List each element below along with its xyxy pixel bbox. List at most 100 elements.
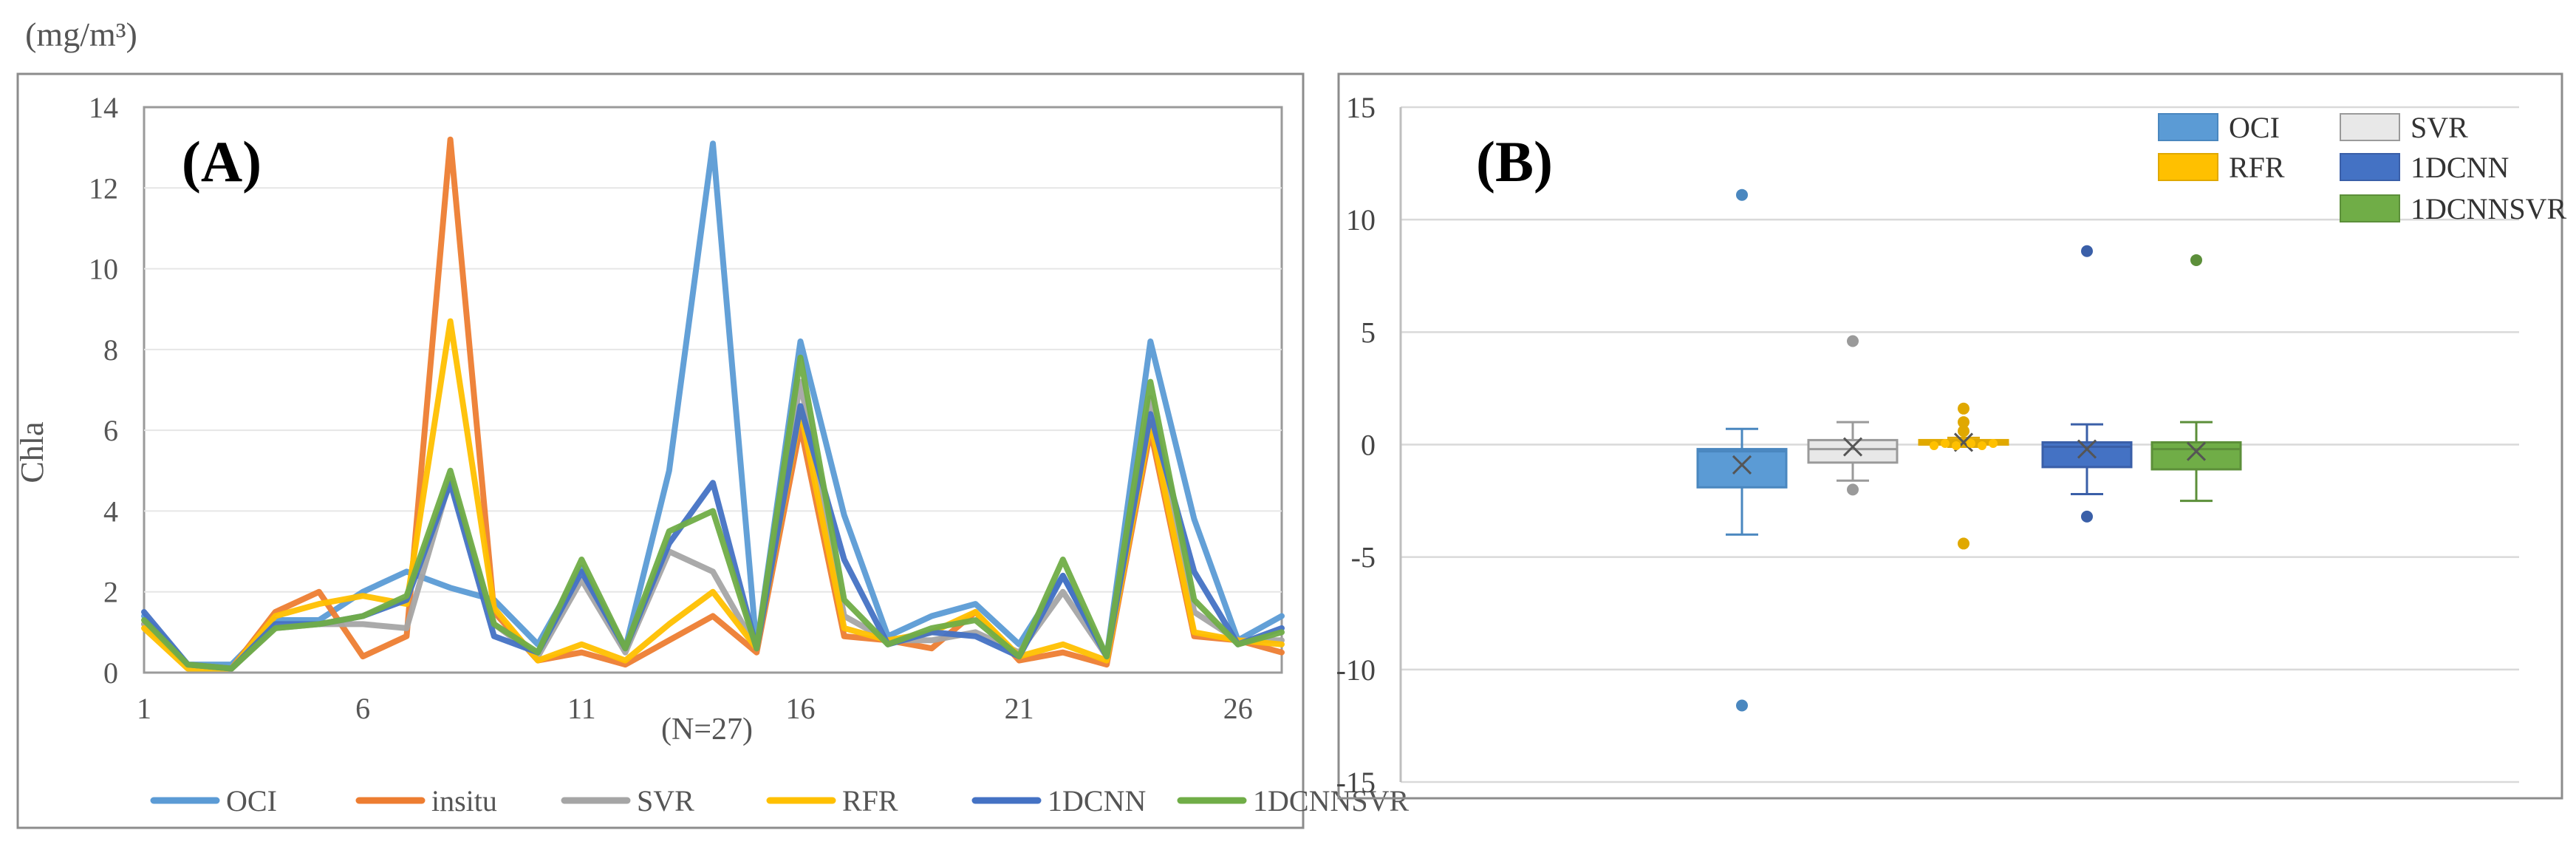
series-line-1dcnnsvr: [141, 354, 1285, 672]
legend-item-1dcnnsvr: 1DCNNSVR: [1177, 784, 1409, 817]
outlier-point: [2081, 245, 2093, 257]
box-iqr: [2150, 441, 2242, 471]
y-tick-label: 10: [89, 253, 118, 286]
y-gridlines: [1401, 106, 2519, 783]
x-tick-label: 16: [785, 692, 815, 725]
legend-swatch: [2340, 113, 2400, 141]
legend: OCI SVR RFR 1DCNN 1DCNNSVR: [2158, 111, 2566, 225]
legend-swatch: [2158, 153, 2218, 181]
y-tick-label: 15: [1346, 91, 1376, 124]
unit-label: (mg/m³): [25, 16, 137, 53]
box-1dcnn: [2041, 245, 2133, 523]
y-tick-label: 14: [89, 91, 118, 124]
legend-label: RFR: [842, 784, 898, 817]
outlier-point: [2190, 254, 2202, 266]
x-tick-label: 26: [1223, 692, 1253, 725]
y-tick-label: 8: [103, 333, 118, 367]
x-axis-label: (N=27): [661, 713, 753, 747]
legend-label: insitu: [431, 784, 497, 817]
panel-label-a: (A): [182, 129, 262, 194]
series-lines: [141, 136, 1285, 672]
y-tick-label: 0: [1361, 429, 1376, 462]
y-tick-label: -15: [1336, 766, 1376, 799]
y-axis-label: Chla: [14, 421, 50, 483]
data-point: [1967, 438, 1975, 448]
mean-marker: [1842, 437, 1863, 457]
panel-a-border: [16, 72, 1305, 829]
data-point: [1952, 441, 1961, 451]
legend-swatch: [2158, 113, 2218, 141]
mean-marker: [2186, 441, 2207, 461]
legend: OCI insitu SVR RFR 1DCNN 1DCNNSVR: [150, 784, 1409, 817]
y-tick-label: 10: [1346, 203, 1376, 237]
legend-item-1dcnnsvr: 1DCNNSVR: [2340, 192, 2566, 225]
outlier-point: [1958, 537, 1969, 550]
legend-label: RFR: [2229, 151, 2285, 184]
panel-b-border: [1337, 72, 2563, 800]
x-tick-labels: 1 6 11 16 21 26: [137, 692, 1253, 725]
legend-item-rfr: RFR: [766, 784, 898, 817]
y-gridlines: [144, 187, 1282, 593]
y-tick-label: 2: [103, 576, 118, 609]
legend-label: SVR: [637, 784, 694, 817]
box-iqr: [1807, 438, 1899, 464]
legend-item-1dcnn: 1DCNN: [2340, 151, 2509, 184]
box-1dcnnsvr: [2150, 254, 2242, 503]
x-tick-label: 6: [355, 692, 370, 725]
legend-swatch: [2340, 153, 2400, 181]
legend-swatch: [2340, 194, 2400, 222]
outlier-point: [1847, 335, 1859, 347]
y-tick-label: 0: [103, 656, 118, 690]
y-tick-label: 6: [103, 414, 118, 447]
legend-item-rfr: RFR: [2158, 151, 2285, 184]
panel-a-plot-area: [143, 106, 1283, 674]
box-plots: [1696, 188, 2242, 712]
data-point: [1978, 441, 1986, 451]
outlier-point: [1847, 483, 1859, 496]
legend-item-oci: OCI: [2158, 111, 2280, 144]
x-tick-label: 21: [1005, 692, 1034, 725]
legend-item-1dcnn: 1DCNN: [971, 784, 1146, 817]
outlier-point: [1958, 425, 1969, 438]
legend-item-insitu: insitu: [355, 784, 497, 817]
legend-label: OCI: [226, 784, 277, 817]
outlier-point: [1958, 416, 1969, 429]
y-tick-label: -10: [1336, 653, 1376, 687]
data-point: [1989, 438, 1998, 448]
outlier-point: [2081, 510, 2093, 523]
mean-marker: [1732, 455, 1752, 475]
legend-label: 1DCNN: [1048, 784, 1146, 817]
outlier-point: [1958, 402, 1969, 415]
box-svr: [1807, 335, 1899, 496]
legend-label: SVR: [2411, 111, 2468, 144]
y-tick-label: -5: [1351, 541, 1376, 574]
y-tick-label: 5: [1361, 316, 1376, 349]
box-oci: [1696, 188, 1788, 712]
data-point: [1930, 441, 1938, 451]
panel-b: 15 10 5 0 -5 -10 -15 (B) OCI SVR RFR 1DCNN 1DCNNSV…: [1336, 72, 2566, 800]
series-line-insitu: [141, 136, 1285, 672]
x-tick-label: 11: [567, 692, 596, 725]
series-line-rfr: [141, 318, 1285, 672]
panel-label-b: (B): [1476, 129, 1553, 194]
y-tick-label: 12: [89, 171, 118, 205]
data-point: [1941, 438, 1950, 448]
mean-marker: [2077, 439, 2097, 459]
outlier-point: [1736, 188, 1748, 201]
box-rfr: [1918, 402, 2009, 550]
legend-label: 1DCNNSVR: [1253, 784, 1409, 817]
legend-item-svr: SVR: [561, 784, 694, 817]
legend-label: 1DCNN: [2411, 151, 2509, 184]
y-tick-label: 4: [103, 494, 118, 528]
legend-label: 1DCNNSVR: [2411, 192, 2566, 225]
y-tick-labels: 0 2 4 6 8 10 12 14: [89, 91, 118, 690]
outlier-point: [1736, 699, 1748, 712]
y-tick-labels: 15 10 5 0 -5 -10 -15: [1336, 91, 1376, 799]
legend-item-oci: OCI: [150, 784, 277, 817]
legend-label: OCI: [2229, 111, 2280, 144]
legend-item-svr: SVR: [2340, 111, 2468, 144]
x-tick-label: 1: [137, 692, 151, 725]
box-iqr: [1696, 448, 1788, 489]
